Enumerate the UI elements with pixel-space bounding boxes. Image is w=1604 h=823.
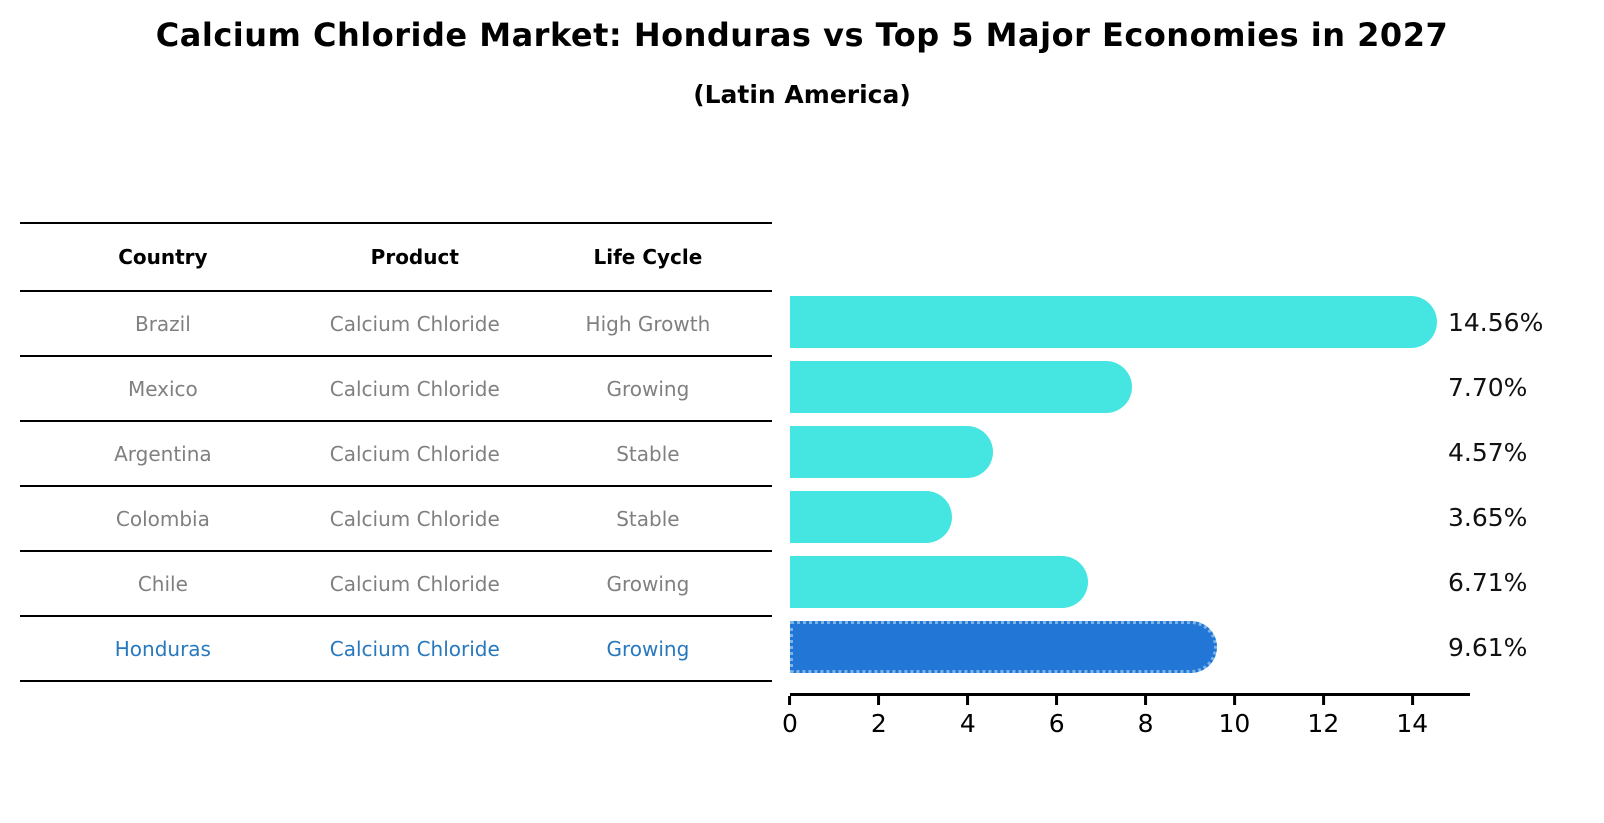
bar-row: [790, 420, 1470, 485]
cell-country: Brazil: [134, 311, 191, 336]
bar-row: [790, 550, 1470, 615]
cell-lifecycle: Stable: [616, 506, 680, 531]
table-row-honduras: Honduras Calcium Chloride Growing: [20, 617, 772, 682]
cell-country: Honduras: [114, 636, 211, 661]
cell-country: Argentina: [114, 441, 212, 466]
x-axis-tick-label: 4: [959, 709, 976, 738]
bar-colombia: [790, 491, 953, 543]
x-axis-tick-mark: [1055, 696, 1059, 705]
x-axis-tick-label: 0: [782, 709, 798, 738]
cell-lifecycle: Growing: [606, 571, 690, 596]
table-row-argentina: Argentina Calcium Chloride Stable: [20, 422, 772, 487]
cell-product: Calcium Chloride: [329, 441, 500, 466]
value-label-colombia: 3.65%: [1448, 503, 1528, 532]
cell-product: Calcium Chloride: [329, 571, 500, 596]
x-axis-ticks: 0 2 4 6 8 10 12 14: [782, 696, 1470, 756]
x-axis-tick: 12: [1307, 696, 1339, 738]
bar-argentina: [790, 426, 994, 478]
value-label-chile: 6.71%: [1448, 568, 1528, 597]
highlight-bar-honduras: [790, 621, 1218, 673]
cell-country: Colombia: [115, 506, 210, 531]
cell-lifecycle: Stable: [616, 441, 680, 466]
bar-chart: [790, 290, 1470, 680]
bar-row: [790, 485, 1470, 550]
cell-country: Mexico: [127, 376, 198, 401]
value-labels: 14.56% 7.70% 4.57% 3.65% 6.71% 9.61%: [1448, 290, 1598, 680]
column-header-lifecycle: Life Cycle: [593, 245, 703, 269]
bar-brazil: [790, 296, 1438, 348]
x-axis-tick: 2: [871, 696, 887, 738]
cell-product: Calcium Chloride: [329, 506, 500, 531]
page-subtitle: (Latin America): [693, 80, 911, 109]
table-header-row: Country Product Life Cycle: [20, 224, 772, 292]
x-axis-tick: 0: [782, 696, 798, 738]
cell-lifecycle: Growing: [606, 636, 690, 661]
x-axis-tick-label: 12: [1307, 709, 1340, 738]
x-axis-tick-mark: [966, 696, 970, 705]
x-axis-tick-label: 10: [1218, 709, 1251, 738]
column-header-country: Country: [118, 245, 208, 269]
value-label-honduras: 9.61%: [1448, 633, 1528, 662]
table-row-brazil: Brazil Calcium Chloride High Growth: [20, 292, 772, 357]
column-header-product: Product: [370, 245, 459, 269]
x-axis-tick-mark: [1144, 696, 1148, 705]
cell-product: Calcium Chloride: [329, 636, 500, 661]
x-axis-tick: 10: [1218, 696, 1251, 738]
table-row-chile: Chile Calcium Chloride Growing: [20, 552, 772, 617]
table-row-colombia: Colombia Calcium Chloride Stable: [20, 487, 772, 552]
x-axis-tick-label: 14: [1396, 709, 1429, 738]
x-axis-tick: 8: [1138, 696, 1154, 738]
x-axis-tick-mark: [1232, 696, 1236, 705]
table-row-mexico: Mexico Calcium Chloride Growing: [20, 357, 772, 422]
value-label-brazil: 14.56%: [1448, 308, 1544, 337]
x-axis-tick: 14: [1396, 696, 1428, 738]
bar-mexico: [790, 361, 1133, 413]
x-axis-tick-mark: [877, 696, 881, 705]
x-axis-tick-mark: [1321, 696, 1325, 705]
x-axis-tick-label: 6: [1048, 709, 1065, 738]
value-label-argentina: 4.57%: [1448, 438, 1528, 467]
x-axis-line: [790, 693, 1470, 696]
bar-row: [790, 355, 1470, 420]
x-axis-tick-mark: [788, 696, 792, 705]
bar-row: [790, 615, 1470, 680]
x-axis-tick-label: 2: [870, 709, 887, 738]
comparison-table: Country Product Life Cycle Brazil Calciu…: [20, 222, 772, 682]
cell-country: Chile: [137, 571, 188, 596]
x-axis-tick: 6: [1049, 696, 1065, 738]
bar-row: [790, 290, 1470, 355]
bar-chile: [790, 556, 1089, 608]
cell-lifecycle: Growing: [606, 376, 690, 401]
page-title: Calcium Chloride Market: Honduras vs Top…: [155, 16, 1449, 54]
cell-lifecycle: High Growth: [585, 311, 711, 336]
x-axis-tick: 4: [960, 696, 976, 738]
x-axis-tick-mark: [1410, 696, 1414, 705]
x-axis-tick-label: 8: [1137, 709, 1154, 738]
cell-product: Calcium Chloride: [329, 311, 500, 336]
value-label-mexico: 7.70%: [1448, 373, 1528, 402]
cell-product: Calcium Chloride: [329, 376, 500, 401]
